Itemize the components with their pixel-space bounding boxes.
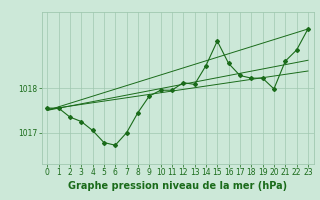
- X-axis label: Graphe pression niveau de la mer (hPa): Graphe pression niveau de la mer (hPa): [68, 181, 287, 191]
